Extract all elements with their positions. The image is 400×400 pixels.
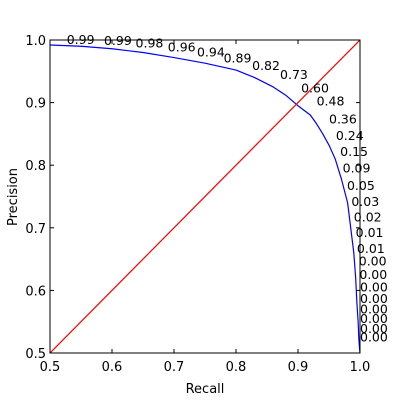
x-tick-label: 0.9 [288, 360, 309, 375]
threshold-label: 0.24 [336, 128, 364, 143]
threshold-label: 0.36 [329, 111, 357, 126]
threshold-label: 0.99 [104, 33, 132, 48]
tick-layer [49, 39, 361, 354]
threshold-label: 0.01 [356, 225, 384, 240]
threshold-label: 0.02 [354, 210, 382, 225]
threshold-label: 0.98 [136, 36, 164, 51]
threshold-label: 0.00 [360, 280, 388, 295]
threshold-label: 0.05 [347, 178, 375, 193]
x-tick-label: 1.0 [350, 360, 371, 375]
threshold-label: 0.73 [280, 67, 308, 82]
x-tick-label: 0.8 [226, 360, 247, 375]
threshold-label: 0.03 [351, 194, 379, 209]
y-tick-label: 0.9 [25, 97, 46, 112]
threshold-label: 0.48 [317, 94, 345, 109]
plot-frame [49, 39, 361, 354]
threshold-label-layer: 0.99 0.99 0.98 0.96 0.940.890.820.730.600.48… [67, 32, 388, 345]
x-axis-title: Recall [186, 382, 225, 397]
y-tick-label: 0.5 [25, 347, 46, 362]
threshold-label: 0.00 [359, 253, 387, 268]
precision-recall-curve [50, 44, 360, 353]
threshold-label: 0.89 [224, 51, 252, 66]
x-tick-label: 0.5 [40, 360, 61, 375]
threshold-label: 0.82 [252, 58, 280, 73]
x-tick-label: 0.7 [164, 360, 185, 375]
y-tick-label: 0.6 [25, 284, 46, 299]
threshold-label: 0.09 [343, 161, 371, 176]
series-layer [50, 40, 360, 353]
threshold-label: 0.00 [359, 267, 387, 282]
y-axis-title: Precision [6, 168, 21, 226]
diagonal-reference-line [50, 40, 360, 353]
threshold-label: 0.99 [67, 32, 95, 47]
threshold-label: 0.15 [340, 144, 368, 159]
threshold-label: 0.01 [357, 241, 385, 256]
threshold-label: 0.96 [168, 39, 196, 54]
y-tick-label: 0.8 [25, 159, 46, 174]
y-tick-label: 0.7 [25, 222, 46, 237]
threshold-label: 0.00 [360, 291, 388, 306]
threshold-label: 0.60 [301, 81, 329, 96]
tick-label-layer: 0.5 0.6 0.7 0.8 0.9 1.0 0.5 0.6 0.7 0.8 0.9 1.0 [25, 34, 370, 375]
y-tick-label: 1.0 [25, 34, 46, 49]
threshold-label: 0.00 [360, 330, 388, 345]
threshold-label: 0.94 [197, 44, 225, 59]
threshold-label: 0.00 [360, 302, 388, 317]
threshold-label: 0.00 [360, 311, 388, 326]
threshold-label: 0.00 [360, 321, 388, 336]
x-tick-label: 0.6 [102, 360, 123, 375]
